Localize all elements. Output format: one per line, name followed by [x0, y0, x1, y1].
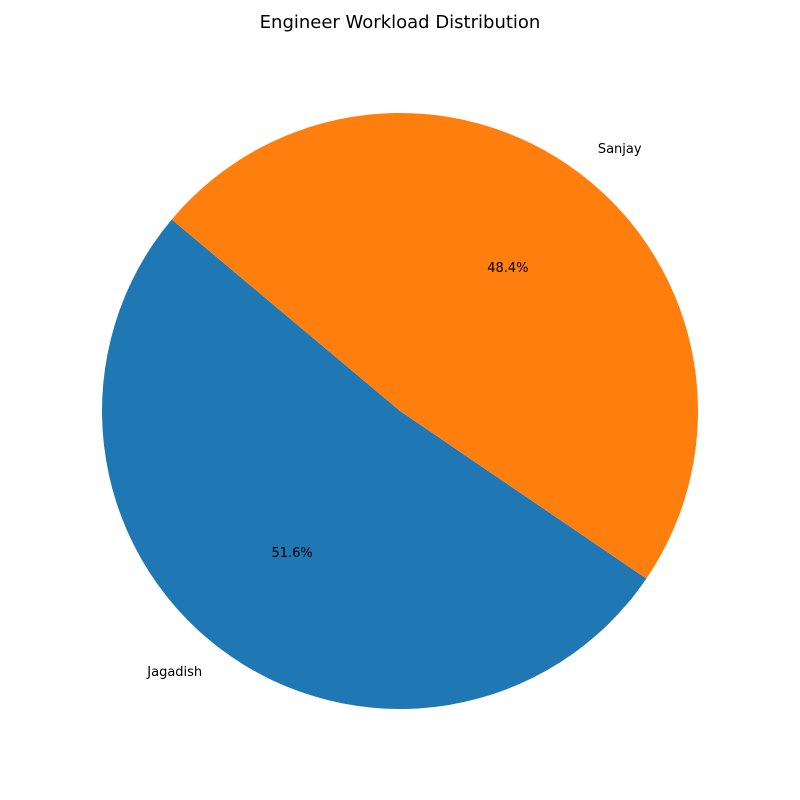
- slice-label-sanjay: Sanjay: [598, 142, 642, 157]
- chart-title: Engineer Workload Distribution: [259, 12, 541, 33]
- slice-percent-sanjay: 48.4%: [487, 261, 528, 276]
- slice-label-jagadish: Jagadish: [146, 665, 202, 680]
- pie-slice-sanjay: [171, 113, 698, 579]
- slice-percent-jagadish: 51.6%: [271, 546, 312, 561]
- pie-slice-jagadish: [101, 219, 647, 710]
